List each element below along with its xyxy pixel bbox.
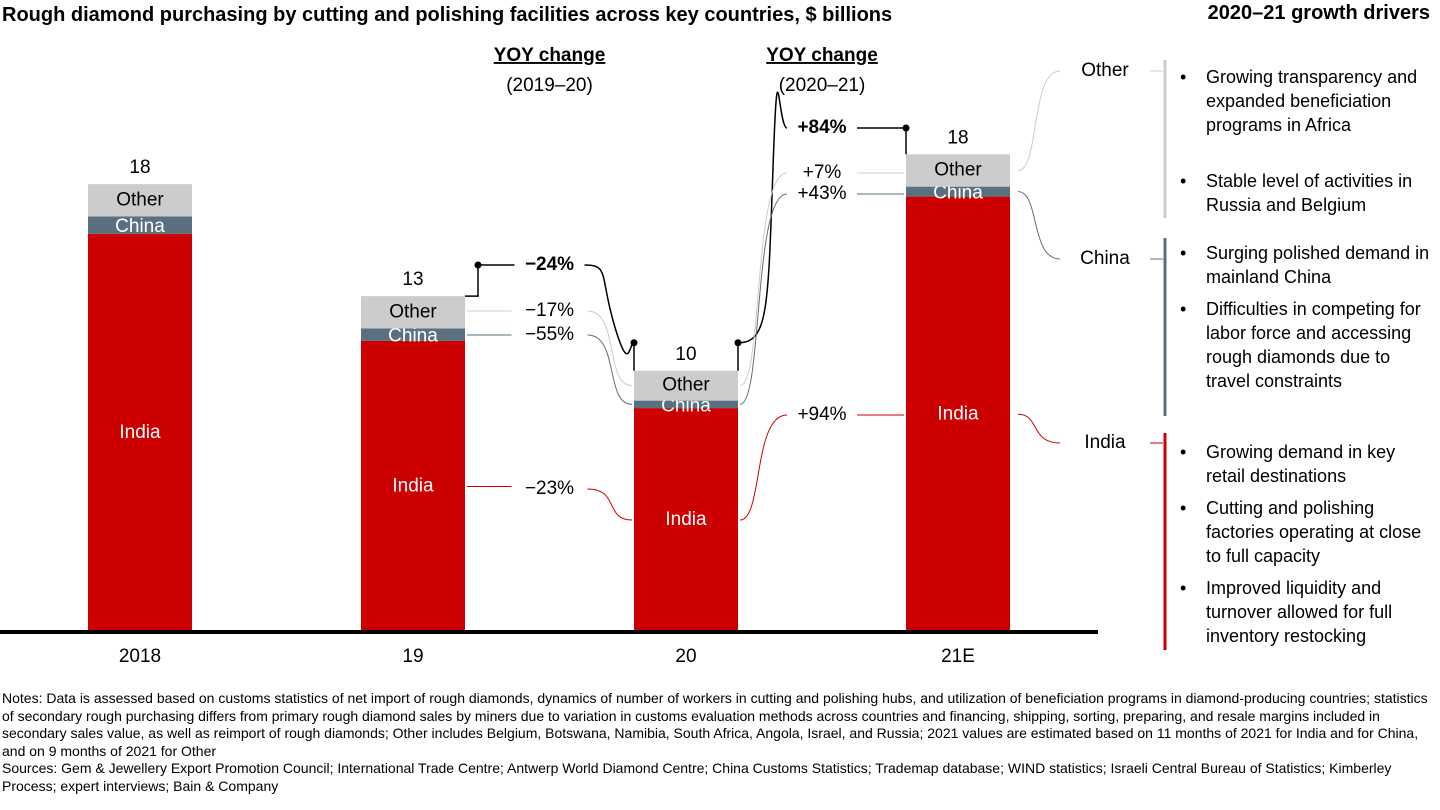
yoy-total: −24% — [525, 254, 574, 275]
bar-segment — [361, 296, 465, 329]
yoy-connector — [739, 172, 904, 387]
bar-segment — [634, 370, 738, 401]
yoy-header: YOY change — [766, 45, 878, 66]
driver-bullet: Surging polished demand in mainland Chin… — [1180, 241, 1435, 289]
x-tick-label: 19 — [402, 646, 423, 667]
bar-segment — [88, 216, 192, 234]
segment-label: Other — [934, 159, 982, 180]
segment-label: India — [119, 422, 161, 443]
bar-segment — [906, 186, 1010, 197]
yoy-header: YOY change — [494, 45, 606, 66]
driver-connector — [1017, 191, 1163, 260]
segment-label: Other — [662, 375, 710, 396]
driver-bullet: Improved liquidity and turnover allowed … — [1180, 576, 1435, 648]
sources-text: Sources: Gem & Jewellery Export Promotio… — [2, 760, 1392, 794]
bar-segment — [906, 196, 1010, 632]
yoy-connector — [739, 193, 904, 405]
segment-label: India — [665, 509, 707, 530]
driver-name: Other — [1081, 60, 1129, 81]
yoy-bracket — [465, 264, 635, 371]
driver-bullet: Growing transparency and expanded benefi… — [1180, 65, 1435, 137]
driver-connector — [1017, 413, 1163, 444]
driver-bullet: Cutting and polishing factories operatin… — [1180, 496, 1435, 568]
segment-label: India — [937, 403, 979, 424]
bar-segment — [88, 233, 192, 633]
bar-segment — [906, 154, 1010, 187]
yoy-india: −23% — [525, 478, 574, 499]
total-label: 18 — [129, 157, 150, 178]
total-label: 10 — [675, 344, 696, 365]
segment-label: China — [115, 216, 165, 237]
segment-label: Other — [389, 301, 437, 322]
driver-bullet: Stable level of activities in Russia and… — [1180, 169, 1435, 217]
segment-label: Other — [116, 189, 164, 210]
segment-label: China — [388, 326, 438, 347]
total-label: 13 — [402, 269, 423, 290]
bracket-dot — [474, 261, 482, 269]
bar-segment — [361, 340, 465, 632]
chart-title: Rough diamond purchasing by cutting and … — [2, 4, 893, 26]
bracket-dot — [902, 124, 910, 132]
yoy-period: (2020–21) — [779, 75, 866, 96]
bar-segment — [361, 328, 465, 341]
x-tick-label: 20 — [675, 646, 696, 667]
driver-bullet: Difficulties in competing for labor forc… — [1180, 297, 1435, 393]
yoy-connector — [467, 334, 633, 405]
drivers-title: 2020–21 growth drivers — [1207, 2, 1430, 24]
bar-segment — [634, 408, 738, 632]
bracket-dot — [734, 339, 742, 347]
notes: Notes: Data is assessed based on customs… — [2, 690, 1432, 795]
x-tick-label: 21E — [941, 646, 975, 667]
yoy-other: −17% — [525, 300, 574, 321]
yoy-connector — [467, 485, 633, 521]
driver-connector — [1017, 70, 1163, 171]
total-label: 18 — [947, 127, 968, 148]
yoy-china: +43% — [797, 183, 846, 204]
yoy-india: +94% — [797, 404, 846, 425]
bar-segment — [634, 400, 738, 409]
bar-segment — [88, 184, 192, 217]
driver-name: China — [1080, 248, 1130, 269]
segment-label: India — [392, 475, 434, 496]
yoy-period: (2019–20) — [506, 75, 593, 96]
x-tick-label: 2018 — [119, 646, 161, 667]
yoy-total: +84% — [797, 117, 846, 138]
yoy-connector — [467, 310, 633, 387]
yoy-connector — [739, 414, 904, 521]
segment-label: China — [933, 183, 983, 204]
yoy-china: −55% — [525, 324, 574, 345]
driver-bullet: Growing demand in key retail destination… — [1180, 440, 1435, 488]
yoy-other: +7% — [803, 162, 842, 183]
notes-text: Notes: Data is assessed based on customs… — [2, 690, 1428, 759]
driver-name: India — [1084, 432, 1126, 453]
bracket-dot — [630, 339, 638, 347]
